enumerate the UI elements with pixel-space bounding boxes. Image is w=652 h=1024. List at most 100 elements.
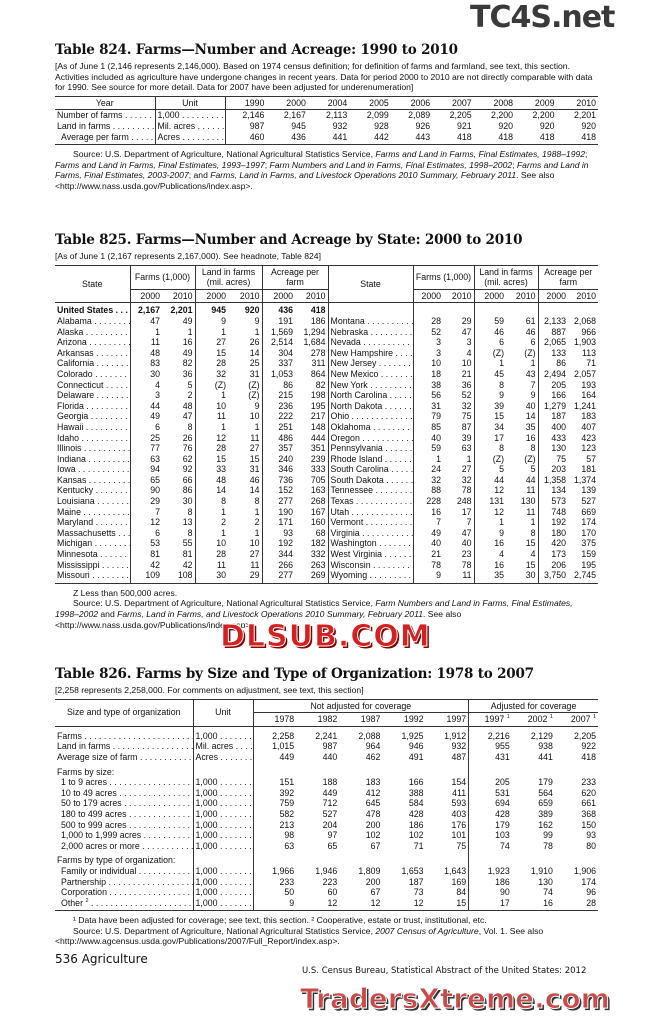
row-label-value: Florida	[57, 400, 84, 411]
value-cell: 2	[254, 517, 260, 528]
value-cell: 955	[468, 741, 512, 752]
value-cell: 2,745	[573, 570, 596, 581]
column-header-year-2000: 2000	[266, 95, 308, 110]
value-cell	[443, 303, 474, 316]
value-cell: 123	[581, 443, 596, 454]
column-header-year: 1978	[252, 712, 297, 727]
value-cell: 564	[538, 787, 553, 798]
value-cell: 23	[461, 549, 472, 560]
value-cell: 179	[538, 777, 553, 788]
value-cell: 1,374	[573, 474, 596, 485]
source-text: Source: U.S. Department of Agriculture, …	[73, 149, 376, 160]
source-text: Source: U.S. Department of Agriculture, …	[73, 598, 376, 609]
value-cell: 263	[310, 559, 326, 570]
row-label-text: Washington	[331, 538, 414, 548]
value-cell: 59	[412, 443, 443, 454]
value-cell: 478	[365, 808, 381, 819]
table-row: Michigan53551010192182Washington40401615…	[55, 538, 598, 550]
row-label-value: Arizona	[57, 337, 87, 348]
row-label-value: Nevada	[330, 337, 361, 348]
value-cell: 28	[194, 443, 228, 454]
state-name: Hawaii	[55, 422, 130, 433]
value-cell: 932	[451, 741, 467, 752]
row-label-value: South Carolina	[330, 464, 389, 475]
value-cell: 712	[322, 798, 338, 809]
value-cell: 32	[194, 368, 228, 380]
table-824-title: Table 824. Farms—Number and Acreage: 199…	[55, 42, 458, 58]
value-cell: 30	[129, 368, 162, 380]
value-cell: 418	[539, 131, 555, 142]
value-cell: 27	[249, 443, 260, 454]
table-row: Louisiana293088277268Texas22824813113057…	[55, 496, 598, 507]
value-cell: (Z)	[524, 347, 536, 358]
state-name: Missouri	[55, 570, 130, 583]
value-cell: 74	[468, 840, 512, 852]
value-cell: 1,053	[261, 368, 295, 380]
value-cell: 407	[581, 421, 596, 432]
value-cell: 7	[466, 517, 472, 528]
table-row: Number of farms 1,000 2,146 2,167 2,113 2,099…	[55, 109, 598, 121]
value-cell: 2,133	[537, 315, 568, 327]
state-name: United States	[55, 303, 130, 316]
row-label-value: Average per farm	[61, 131, 129, 142]
value-cell: 2,205	[449, 110, 472, 121]
row-label-text: Corporation	[61, 887, 193, 897]
value-cell: 36	[461, 379, 472, 390]
value-cell: 620	[581, 787, 596, 798]
table-row: Family or individual 1,000 1,966 1,946 1,809…	[55, 865, 598, 877]
empty-cell	[252, 851, 297, 866]
value-cell: 2,088	[358, 730, 381, 741]
table-row: Other 21,000912121215171628	[55, 897, 598, 911]
row-label-value: New Jersey	[330, 358, 377, 369]
value-cell: 222	[261, 411, 295, 422]
value-cell: 81	[182, 549, 193, 560]
value-cell: 1	[194, 390, 228, 401]
column-header-year: 2000	[261, 289, 295, 303]
row-label-text: Land in farms	[57, 741, 193, 751]
value-cell: 645	[365, 798, 381, 809]
value-cell: 40	[412, 432, 443, 444]
column-header-year: 2010	[515, 290, 536, 301]
value-cell: 14	[249, 347, 260, 358]
row-label-value: California	[57, 358, 95, 369]
value-cell: 42	[182, 559, 193, 570]
watermark-logo-bottom: TradersXtreme.com	[300, 982, 611, 1015]
table-row: 1,000 to 1,999 acres 1,000 98 97 102 102 10110…	[55, 830, 598, 841]
value-cell: 1	[194, 326, 228, 338]
value-cell: 17	[473, 432, 506, 444]
unit-cell: 1,000	[192, 897, 253, 911]
value-cell: 2,200	[532, 110, 555, 121]
value-cell: 80	[586, 840, 596, 851]
state-name: West Virginia	[327, 549, 413, 560]
column-header-year: 2000	[194, 289, 228, 303]
year-text: 1997	[484, 714, 505, 725]
state-name: Minnesota	[55, 549, 130, 560]
value-cell: 108	[177, 570, 193, 581]
row-label-text: Partnership	[61, 877, 193, 887]
header-row: Size and type of organization Unit Not adj…	[55, 698, 598, 727]
row-label-text: Average size of farm	[57, 752, 193, 762]
value-cell: 9	[252, 897, 297, 911]
value-cell: 75	[461, 411, 472, 422]
value-cell: 444	[310, 432, 326, 443]
row-label-value: Alaska	[57, 326, 84, 337]
year-text: 2007	[570, 714, 591, 725]
unit-cell: 1,000	[192, 830, 253, 841]
row-label-text: Massachusetts	[57, 528, 130, 538]
value-cell: 486	[261, 432, 295, 444]
value-cell: 81	[129, 549, 162, 560]
value-cell: 1	[254, 506, 260, 517]
empty-cell	[382, 763, 425, 778]
row-label: Land in farms	[55, 121, 155, 132]
state-name	[327, 302, 413, 316]
row-label-text: Texas	[331, 496, 414, 506]
value-cell: 418	[581, 131, 596, 142]
value-cell: 12	[473, 506, 506, 518]
row-label-text: Average per farm	[61, 132, 155, 142]
row-label: 1,000 to 1,999 acres	[55, 830, 193, 841]
row-label-value: Indiana	[57, 453, 86, 464]
row-label-text: Rhode Island	[331, 454, 414, 464]
table-826: Size and type of organization Unit Not adj…	[55, 698, 598, 912]
empty-cell	[426, 851, 469, 866]
